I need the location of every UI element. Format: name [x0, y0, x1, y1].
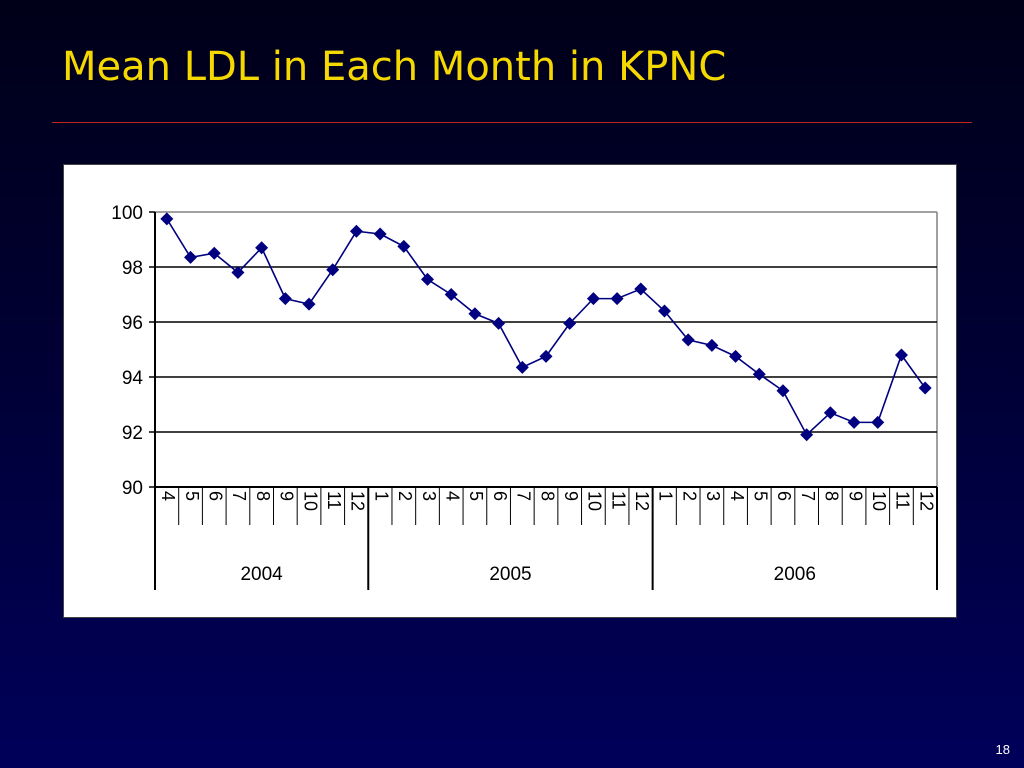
data-point [231, 266, 245, 279]
x-tick-label-month: 9 [277, 491, 297, 501]
data-point [847, 415, 861, 429]
x-tick-label-month: 7 [798, 491, 818, 501]
x-tick-label-month: 8 [822, 491, 842, 501]
data-point [610, 292, 624, 306]
data-point [373, 227, 387, 241]
data-point [918, 381, 932, 395]
y-tick-label: 94 [122, 368, 144, 389]
data-point [586, 292, 600, 306]
data-point [492, 316, 506, 330]
data-point [871, 415, 885, 429]
data-point [681, 333, 695, 347]
y-tick-label: 98 [122, 258, 143, 279]
data-point [894, 348, 908, 362]
x-tick-label-month: 9 [561, 491, 581, 501]
data-point [421, 272, 435, 286]
x-tick-label-month: 7 [229, 491, 249, 501]
x-tick-label-month: 7 [514, 491, 534, 501]
slide-number: 18 [995, 742, 1010, 757]
x-tick-label-month: 6 [490, 491, 510, 501]
x-tick-label-month: 12 [348, 491, 368, 511]
x-group-label-year: 2006 [774, 564, 816, 585]
data-point [160, 212, 174, 226]
x-tick-label-month: 9 [845, 491, 865, 501]
x-tick-label-month: 12 [916, 491, 936, 511]
data-point [468, 307, 482, 321]
x-tick-label-month: 10 [300, 491, 320, 511]
x-group-label-year: 2005 [489, 564, 531, 585]
x-tick-label-month: 3 [419, 491, 439, 501]
y-tick-label: 90 [122, 478, 143, 499]
x-tick-label-month: 1 [656, 491, 676, 501]
data-point [539, 349, 553, 363]
x-tick-label-month: 11 [608, 491, 628, 510]
x-tick-label-month: 11 [324, 491, 344, 510]
x-tick-label-month: 6 [774, 491, 794, 501]
y-tick-label: 96 [122, 313, 143, 334]
data-point [278, 292, 292, 306]
data-point [800, 428, 814, 442]
x-tick-label-month: 6 [205, 491, 225, 501]
data-point [207, 246, 221, 260]
y-tick-label: 92 [122, 423, 143, 444]
data-point [823, 406, 837, 420]
data-point [657, 304, 671, 318]
data-point [729, 349, 743, 363]
x-tick-label-month: 4 [727, 491, 747, 501]
chart-frame: 90 92 94 96 98 100 4 5 6 7 8 9 10 11 12 1 2 3 4 5 6 7 8 9 10 11 12… [63, 164, 957, 618]
x-tick-label-month: 8 [537, 491, 557, 501]
data-point [397, 239, 411, 253]
data-point [705, 338, 719, 352]
x-tick-label-month: 10 [869, 491, 889, 511]
series-line [166, 218, 926, 437]
x-tick-label-month: 1 [371, 491, 391, 501]
x-tick-label-month: 2 [395, 491, 415, 501]
x-tick-label-month: 5 [182, 491, 202, 501]
x-tick-label-month: 5 [466, 491, 486, 501]
slide-title: Mean LDL in Each Month in KPNC [62, 44, 727, 90]
title-divider [52, 122, 972, 123]
x-group-label-year: 2004 [240, 564, 283, 585]
x-tick-label-month: 11 [893, 491, 913, 510]
data-point [752, 367, 766, 381]
data-point [326, 263, 340, 277]
x-tick-label-month: 8 [253, 491, 273, 501]
x-tick-label-month: 4 [442, 491, 462, 501]
x-tick-label-month: 5 [751, 491, 771, 501]
data-point [444, 288, 458, 301]
data-point [634, 282, 648, 296]
x-tick-label-month: 12 [632, 491, 652, 511]
data-point [184, 250, 198, 264]
y-tick-label: 100 [111, 203, 143, 224]
x-tick-label-month: 4 [158, 491, 178, 501]
x-tick-label-month: 3 [703, 491, 723, 501]
x-tick-label-month: 2 [679, 491, 699, 501]
data-point [349, 224, 363, 238]
data-point [302, 297, 316, 311]
x-tick-label-month: 10 [585, 491, 605, 511]
data-point [776, 384, 790, 398]
data-point [515, 360, 529, 374]
data-point [563, 316, 577, 330]
